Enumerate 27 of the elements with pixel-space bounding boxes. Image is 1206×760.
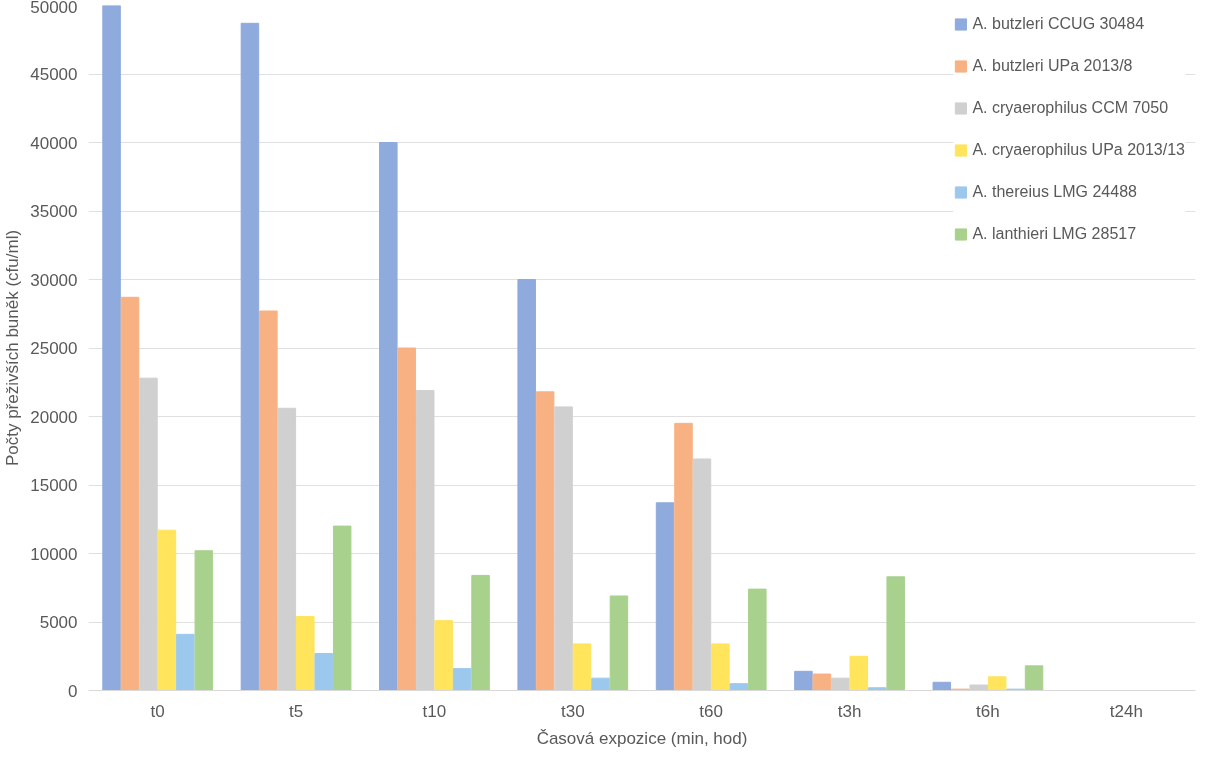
- x-tick-label: t10: [422, 701, 447, 721]
- y-tick-label: 0: [68, 681, 78, 701]
- y-tick-label: 40000: [30, 133, 78, 153]
- legend-label: A. butzleri CCUG 30484: [972, 15, 1145, 33]
- y-tick-label: 30000: [30, 270, 78, 290]
- x-axis-title: Časová expozice (min, hod): [536, 728, 748, 748]
- x-tick-label: t24h: [1109, 701, 1143, 721]
- legend-label: A. butzleri UPa 2013/8: [972, 57, 1133, 75]
- y-tick-label: 10000: [30, 544, 78, 564]
- x-tick-label: t0: [150, 701, 165, 721]
- legend-label: A. cryaerophilus CCM 7050: [972, 99, 1169, 117]
- y-tick-label: 25000: [30, 339, 78, 358]
- x-tick-label: t5: [288, 701, 304, 721]
- x-tick-label: t6h: [976, 701, 1000, 721]
- y-axis-title: Počty přeživších buněk (cfu/ml): [3, 229, 23, 467]
- legend-label: A. cryaerophilus UPa 2013/13: [972, 141, 1185, 159]
- legend-label: A. lanthieri LMG 28517: [972, 225, 1137, 243]
- legend-label: A. thereius LMG 24488: [972, 183, 1137, 201]
- y-tick-label: 5000: [39, 613, 78, 632]
- y-tick-label: 45000: [30, 65, 78, 84]
- y-tick-label: 35000: [30, 202, 78, 221]
- x-tick-label: t30: [561, 701, 585, 721]
- x-tick-label: t3h: [837, 701, 862, 721]
- y-tick-label: 20000: [30, 407, 78, 427]
- x-tick-label: t60: [699, 701, 724, 721]
- y-tick-label: 15000: [30, 476, 78, 495]
- y-tick-label: 50000: [30, 0, 78, 17]
